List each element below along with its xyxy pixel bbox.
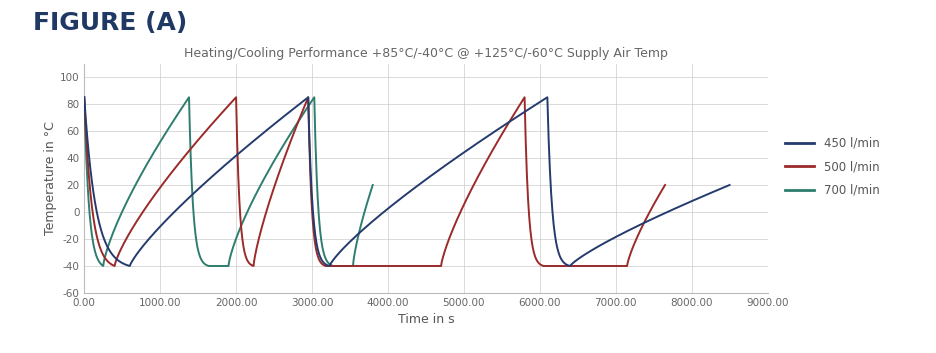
Y-axis label: Temperature in °C: Temperature in °C xyxy=(44,121,57,235)
X-axis label: Time in s: Time in s xyxy=(398,313,454,327)
Title: Heating/Cooling Performance +85°C/-40°C @ +125°C/-60°C Supply Air Temp: Heating/Cooling Performance +85°C/-40°C … xyxy=(184,47,667,60)
Legend: 450 l/min, 500 l/min, 700 l/min: 450 l/min, 500 l/min, 700 l/min xyxy=(781,132,885,202)
Text: FIGURE (A): FIGURE (A) xyxy=(33,11,187,35)
